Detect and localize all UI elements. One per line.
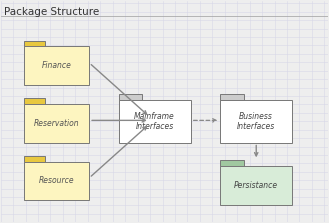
Text: Business
Interfaces: Business Interfaces	[237, 112, 275, 131]
Bar	[220, 160, 244, 166]
Bar	[24, 162, 89, 200]
Text: Resource: Resource	[38, 176, 74, 185]
Text: Reservation: Reservation	[34, 119, 79, 128]
Text: Package Structure: Package Structure	[4, 7, 99, 17]
Bar	[220, 100, 292, 142]
Text: Mainframe
Interfaces: Mainframe Interfaces	[134, 112, 175, 131]
Bar	[220, 166, 292, 204]
Text: Persistance: Persistance	[234, 181, 278, 190]
Bar	[24, 104, 89, 142]
Bar	[119, 100, 191, 142]
Bar	[24, 98, 45, 104]
Bar	[220, 94, 244, 100]
Bar	[24, 46, 89, 85]
Text: Finance: Finance	[41, 61, 71, 70]
Bar	[24, 156, 45, 162]
Bar	[119, 94, 142, 100]
Bar	[24, 41, 45, 46]
